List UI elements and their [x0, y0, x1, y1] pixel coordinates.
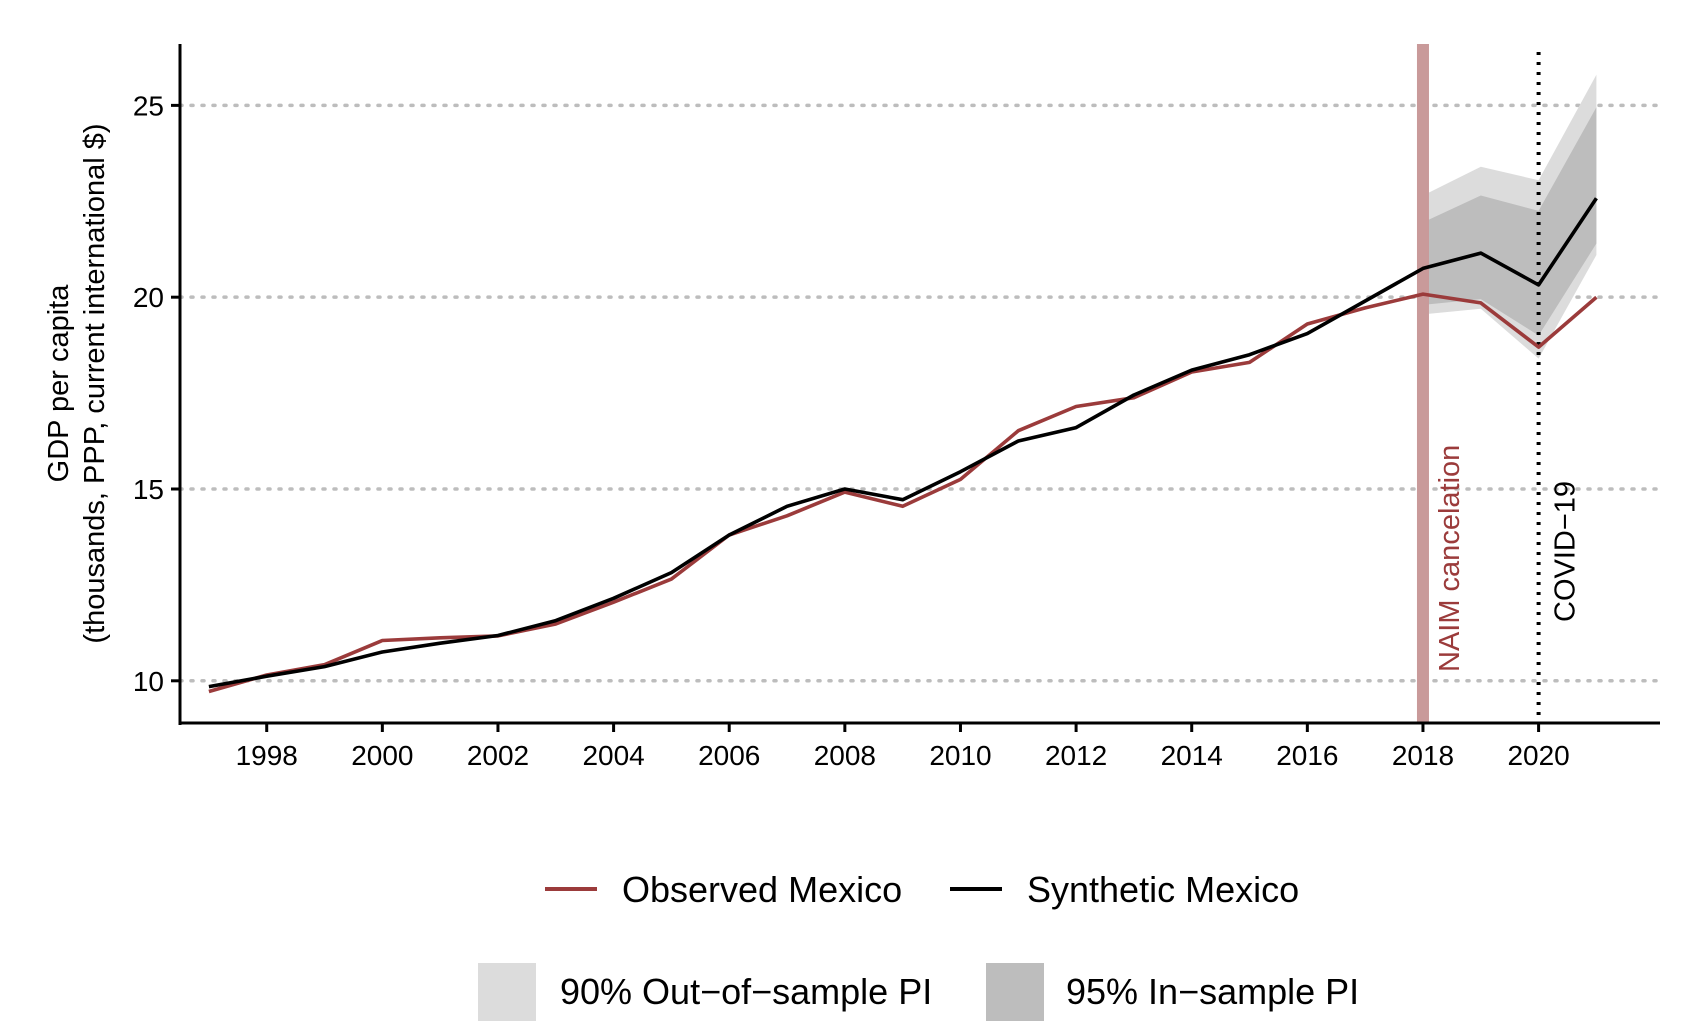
- legend: Observed Mexico Synthetic Mexico 90% Out−o…: [478, 869, 1359, 1021]
- naim-cancelation-label: NAIM cancelation: [1434, 445, 1466, 672]
- x-tick-label: 2006: [698, 740, 760, 771]
- legend-label-95-pi: 95% In−sample PI: [1066, 971, 1359, 1012]
- y-tick-label: 10: [133, 666, 164, 697]
- legend-label-synthetic: Synthetic Mexico: [1027, 869, 1299, 910]
- x-tick-label: 2010: [929, 740, 991, 771]
- prediction-intervals: [1423, 74, 1597, 359]
- legend-label-90-pi: 90% Out−of−sample PI: [560, 971, 932, 1012]
- y-tick-label: 25: [133, 90, 164, 121]
- legend-swatch-95-pi: [986, 963, 1044, 1021]
- x-tick-label: 2004: [582, 740, 644, 771]
- event-annotations: NAIM cancelation COVID−19: [1416, 44, 1582, 723]
- covid-19-label: COVID−19: [1550, 481, 1582, 622]
- legend-swatch-90-pi: [478, 963, 536, 1021]
- x-tick-label: 2018: [1392, 740, 1454, 771]
- y-tick-label: 20: [133, 282, 164, 313]
- y-tick-label: 15: [133, 474, 164, 505]
- x-tick-label: 2000: [351, 740, 413, 771]
- prediction-interval-band: [1423, 107, 1597, 336]
- x-tick-label: 2014: [1161, 740, 1223, 771]
- y-axis-title-line: (thousands, PPP, current international $…: [79, 123, 111, 643]
- legend-label-observed: Observed Mexico: [622, 869, 902, 910]
- x-tick-label: 2016: [1276, 740, 1338, 771]
- x-tick-label: 1998: [236, 740, 298, 771]
- series-line-synthetic-mexico: [208, 197, 1598, 689]
- series-lines: [208, 197, 1598, 694]
- x-tick-label: 2012: [1045, 740, 1107, 771]
- y-axis-title-line: GDP per capita: [43, 284, 75, 483]
- x-tick-label: 2008: [814, 740, 876, 771]
- series-line-observed-mexico: [208, 292, 1598, 694]
- x-tick-label: 2002: [467, 740, 529, 771]
- axes: 10 15 20 25 1998 2000 2002 2004 2006 2008 2010 2012…: [43, 44, 1660, 771]
- x-tick-label: 2020: [1507, 740, 1569, 771]
- naim-cancelation-marker: [1416, 44, 1429, 723]
